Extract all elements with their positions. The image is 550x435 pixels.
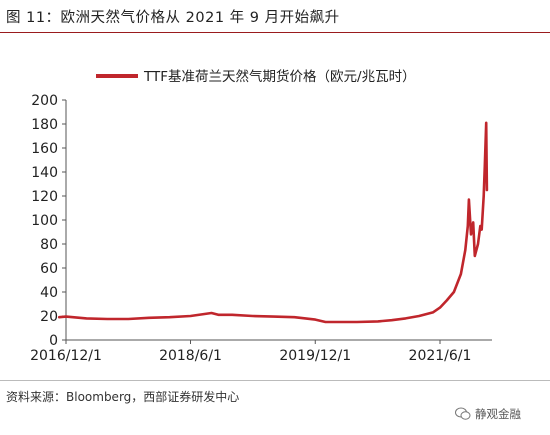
y-tick-label: 180	[31, 117, 58, 133]
y-tick-label: 100	[31, 213, 58, 229]
watermark: 静观金融	[455, 406, 521, 422]
source-note: 资料来源：Bloomberg，西部证券研发中心	[6, 390, 240, 404]
title-divider	[0, 32, 550, 34]
x-tick-label: 2016/12/1	[30, 348, 102, 364]
y-tick-label: 20	[40, 309, 58, 325]
x-tick-label: 2019/12/1	[279, 348, 351, 364]
y-tick-label: 60	[40, 261, 58, 277]
wechat-icon	[455, 407, 471, 420]
y-tick-label: 200	[31, 93, 58, 109]
x-tick-label: 2021/6/1	[409, 348, 472, 364]
y-tick-label: 160	[31, 141, 58, 157]
y-tick-label: 40	[40, 285, 58, 301]
legend: TTF基准荷兰天然气期货价格（欧元/兆瓦时）	[96, 68, 416, 85]
x-tick-label: 2018/6/1	[159, 348, 222, 364]
y-axis: 0 20 40 60 80 100 120 140 160 180 200	[31, 93, 67, 349]
figure-title: 图 11：欧洲天然气价格从 2021 年 9 月开始飙升	[6, 10, 340, 26]
y-tick-label: 140	[31, 165, 58, 181]
y-tick-label: 120	[31, 189, 58, 205]
series-group	[57, 121, 489, 324]
y-tick-label: 80	[40, 237, 58, 253]
legend-label: TTF基准荷兰天然气期货价格（欧元/兆瓦时）	[143, 68, 416, 85]
source-divider	[0, 380, 550, 381]
series-line	[57, 121, 489, 324]
y-tick-label: 0	[49, 333, 58, 349]
watermark-text: 静观金融	[475, 407, 521, 421]
x-axis: 2016/12/1 2018/6/1 2019/12/1 2021/6/1	[30, 339, 492, 364]
